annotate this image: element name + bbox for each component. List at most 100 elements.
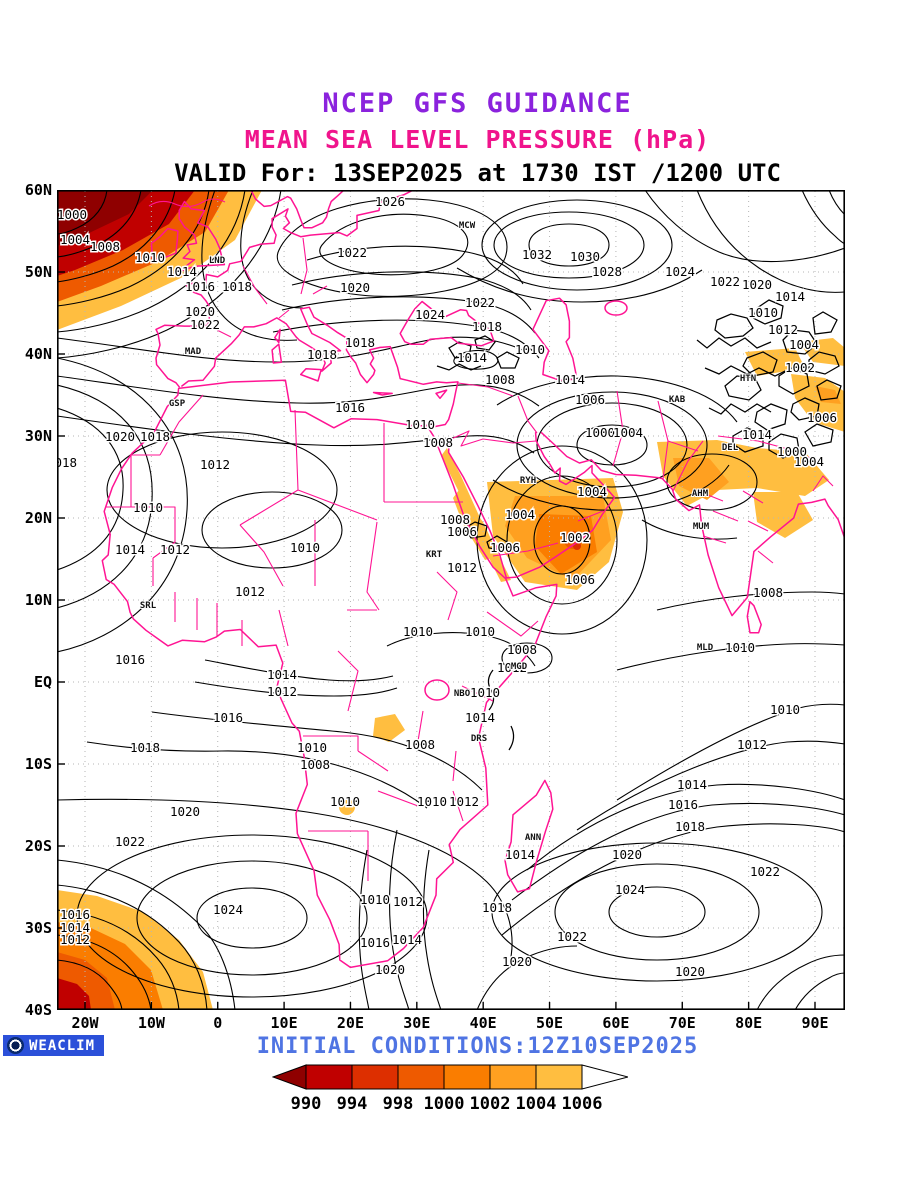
contour-label: 1018 (222, 279, 252, 294)
x-axis-label: 90E (801, 1014, 829, 1032)
y-axis-label: 20S (24, 837, 52, 855)
colorbar-label: 990 (290, 1094, 322, 1114)
station-label: KRT (426, 550, 443, 560)
contour-label: 1012 (497, 660, 527, 675)
station-label: KAB (669, 395, 686, 405)
colorbar-label: 1004 (515, 1094, 557, 1114)
station-label: MCW (459, 221, 476, 231)
y-axis-label: 50N (24, 263, 52, 281)
contour-label: 1010 (470, 685, 500, 700)
contour-label: 1004 (794, 454, 824, 469)
contour-label: 1008 (405, 737, 435, 752)
station-label: GSP (169, 399, 186, 409)
station-label: DRS (471, 734, 487, 744)
contour-label: 1014 (555, 372, 585, 387)
contour-label: 1006 (575, 392, 605, 407)
weaclim-logo: WEACLIM (3, 1035, 105, 1056)
contour-label: 1018 (345, 335, 375, 350)
colorbar-label: 998 (382, 1094, 414, 1114)
contour-label: 1010 (465, 624, 495, 639)
contour-label: 1014 (167, 264, 197, 279)
contour-label: 1014 (457, 350, 487, 365)
x-axis-label: 10W (137, 1014, 165, 1032)
contour-label: 1020 (675, 964, 705, 979)
contour-label: 1006 (565, 572, 595, 587)
x-axis-label: 40E (469, 1014, 497, 1032)
station-label: RYH (520, 476, 536, 486)
initial-conditions: INITIAL CONDITIONS:12Z10SEP2025 (256, 1034, 699, 1059)
contour-label: 1020 (742, 277, 772, 292)
contour-label: 1012 (60, 932, 90, 947)
x-axis-label: 80E (735, 1014, 763, 1032)
contour-label: 1016 (668, 797, 698, 812)
contour-label: 1010 (135, 250, 165, 265)
x-axis-label: 60E (602, 1014, 630, 1032)
contour-label: 1014 (465, 710, 495, 725)
contour-label: 1016 (60, 907, 90, 922)
y-axis-label: 40S (24, 1001, 52, 1019)
contour-label: 1016 (213, 710, 243, 725)
contour-label: 1020 (170, 804, 200, 819)
contour-label: 1010 (290, 540, 320, 555)
colorbar-segment (535, 1064, 583, 1090)
contour-label: 1000 (57, 207, 87, 222)
contour-label: 1012 (200, 457, 230, 472)
weaclim-logo-icon (7, 1037, 24, 1054)
x-axis-label: 50E (535, 1014, 564, 1032)
contour-label: 1020 (612, 847, 642, 862)
contour-label: 1018 (675, 819, 705, 834)
contour-label: 1000 (585, 425, 615, 440)
station-label: ANN (525, 833, 541, 843)
contour-label: 1018 (130, 740, 160, 755)
contour-label: 1022 (190, 317, 220, 332)
contour-label: 1016 (360, 935, 390, 950)
station-label-layer: MCW LND MAD GSP KRT RYH KAB DEL AHM MUM HTN NBO MGD D… (139, 220, 757, 844)
map-frame (57, 190, 845, 1010)
isobar-layer (57, 190, 845, 1010)
colorbar (272, 1064, 628, 1090)
contour-label: 1018 (57, 455, 77, 470)
station-label: NBO (454, 689, 471, 699)
station-label: LND (209, 256, 226, 266)
contour-label: 1022 (750, 864, 780, 879)
contour-label: 1008 (753, 585, 783, 600)
colorbar-arrow (581, 1064, 628, 1090)
contour-label: 1010 (417, 794, 447, 809)
colorbar-segment (443, 1064, 491, 1090)
contour-label: 1018 (140, 429, 170, 444)
valid-time-line: VALID For: 13SEP2025 at 1730 IST /1200 U… (174, 159, 781, 187)
contour-label: 1010 (725, 640, 755, 655)
station-label: SRL (140, 601, 157, 611)
x-axis-label: 0 (213, 1014, 223, 1032)
contour-label: 1032 (522, 247, 552, 262)
y-axis-label: 10N (24, 591, 52, 609)
contour-label: 1030 (570, 249, 600, 264)
station-label: AHM (692, 489, 709, 499)
x-axis-label: 10E (270, 1014, 298, 1032)
contour-label: 1008 (423, 435, 453, 450)
contour-label: 1018 (307, 347, 337, 362)
x-axis-label: 20W (71, 1014, 99, 1032)
y-axis-label: 20N (24, 509, 52, 527)
contour-label: 1004 (789, 337, 819, 352)
contour-label: 1014 (392, 932, 422, 947)
colorbar-segment (489, 1064, 537, 1090)
contour-label: 1020 (502, 954, 532, 969)
contour-label: 1012 (447, 560, 477, 575)
colorbar-segment (351, 1064, 399, 1090)
contour-label: 1008 (485, 372, 515, 387)
x-axis-label: 70E (668, 1014, 696, 1032)
contour-label: 1024 (213, 902, 243, 917)
contour-label: 1016 (185, 279, 215, 294)
contour-label: 1022 (710, 274, 740, 289)
contour-label: 1010 (297, 740, 327, 755)
contour-label: 1020 (340, 280, 370, 295)
contour-label: 1012 (160, 542, 190, 557)
y-axis-label: EQ (33, 673, 52, 691)
contour-label: 1002 (785, 360, 815, 375)
y-axis-label: 60N (24, 181, 52, 199)
station-label: MGD (511, 662, 528, 672)
contour-label: 1010 (515, 342, 545, 357)
contour-label: 1012 (737, 737, 767, 752)
